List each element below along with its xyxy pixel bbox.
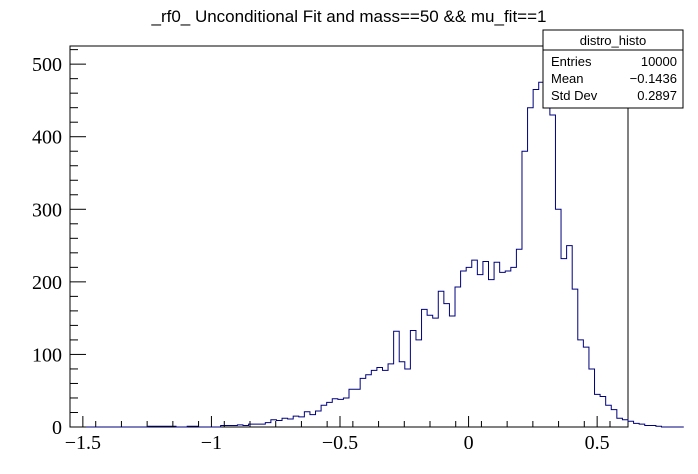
stats-box-title: distro_histo: [580, 33, 646, 48]
stats-mean-value: −0.1436: [630, 71, 677, 86]
histogram-outline: [70, 63, 684, 428]
y-tick-label: 300: [32, 199, 62, 221]
histogram-series: [70, 63, 684, 428]
stats-entries-label: Entries: [551, 54, 592, 69]
y-tick-label: 100: [32, 344, 62, 366]
stats-box: distro_histo Entries 10000 Mean −0.1436 …: [542, 29, 684, 109]
stats-mean-label: Mean: [551, 71, 584, 86]
y-tick-label: 500: [32, 54, 62, 76]
y-tick-label: 0: [52, 417, 62, 439]
stats-stddev-value: 0.2897: [637, 88, 677, 103]
axes: −1.5 −1 −0.5 0 0.5 0 100 200 300 400 500: [32, 49, 611, 454]
x-tick-label: 0.5: [585, 432, 610, 454]
plot-frame: [69, 45, 629, 428]
stats-box-frame: [542, 29, 684, 109]
y-tick-label: 400: [32, 127, 62, 149]
x-tick-label: 0: [464, 432, 474, 454]
chart-title: _rf0_ Unconditional Fit and mass==50 && …: [150, 7, 546, 26]
stats-stddev-label: Std Dev: [551, 88, 598, 103]
x-tick-label: −0.5: [322, 432, 358, 454]
x-tick-label: −1.5: [65, 432, 101, 454]
y-tick-label: 200: [32, 272, 62, 294]
stats-entries-value: 10000: [641, 54, 677, 69]
x-tick-label: −1: [201, 432, 222, 454]
